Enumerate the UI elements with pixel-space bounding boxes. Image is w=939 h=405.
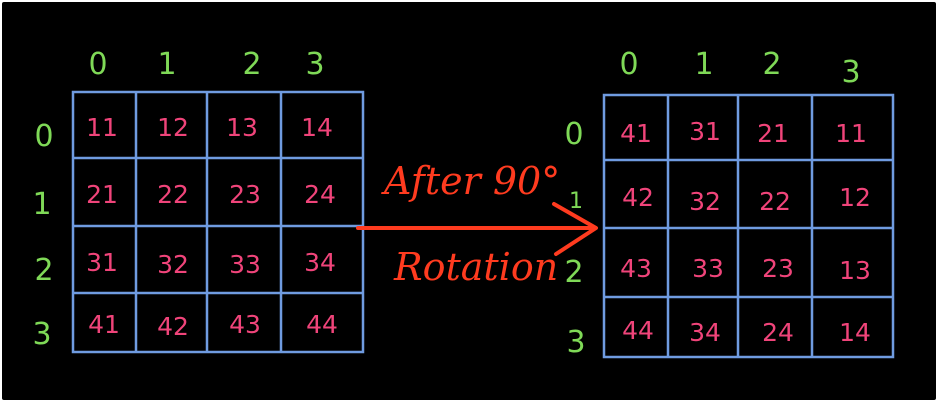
rotated-row-index: 1 xyxy=(569,189,583,214)
original-row-indices: 0 1 2 3 xyxy=(32,119,53,352)
original-col-index: 0 xyxy=(88,47,107,82)
matrix-rotation-diagram: 0 1 2 3 0 1 2 3 11 12 13 14 21 22 23 24 xyxy=(32,47,895,360)
rotated-row-index: 0 xyxy=(564,117,583,152)
rotated-cell: 42 xyxy=(622,183,654,212)
rotated-cell: 24 xyxy=(762,318,794,347)
original-cell: 11 xyxy=(86,113,118,142)
rotated-cell: 33 xyxy=(692,254,724,283)
original-cell: 41 xyxy=(88,310,120,339)
original-column-indices: 0 1 2 3 xyxy=(88,47,324,82)
original-grid-border xyxy=(71,90,365,354)
original-cell: 33 xyxy=(229,250,261,279)
rotated-cell: 14 xyxy=(839,318,871,347)
rotated-row-index: 3 xyxy=(566,325,585,360)
original-cell: 23 xyxy=(229,180,261,209)
blackboard-canvas: 0 1 2 3 0 1 2 3 11 12 13 14 21 22 23 24 xyxy=(2,2,936,400)
rotated-cell: 44 xyxy=(622,316,654,345)
original-cell: 21 xyxy=(86,180,118,209)
original-cell: 24 xyxy=(304,180,336,209)
rotated-cell: 31 xyxy=(689,117,721,146)
rotated-col-index: 0 xyxy=(619,47,638,82)
caption-line-2: Rotation xyxy=(393,245,558,289)
original-row-index: 0 xyxy=(34,119,53,154)
original-row-index: 3 xyxy=(32,317,51,352)
rotated-cell: 43 xyxy=(620,254,652,283)
original-grid xyxy=(71,90,365,354)
rotated-cell: 11 xyxy=(835,119,867,148)
arrow-right-icon xyxy=(356,202,598,256)
original-cell: 12 xyxy=(157,113,189,142)
rotated-cell: 22 xyxy=(759,187,791,216)
rotated-col-index: 1 xyxy=(694,47,713,82)
rotated-cell: 41 xyxy=(620,119,652,148)
rotated-row-index: 2 xyxy=(564,255,583,290)
original-col-index: 2 xyxy=(242,47,261,82)
original-col-index: 3 xyxy=(305,47,324,82)
original-col-index: 1 xyxy=(157,47,176,82)
original-matrix: 0 1 2 3 0 1 2 3 11 12 13 14 21 22 23 24 xyxy=(32,47,365,354)
original-cell: 42 xyxy=(157,312,189,341)
original-values: 11 12 13 14 21 22 23 24 31 32 33 34 41 4… xyxy=(86,113,338,341)
rotated-grid-border xyxy=(602,93,895,359)
rotated-cell: 32 xyxy=(689,187,721,216)
rotated-row-indices: 0 1 2 3 xyxy=(564,117,585,360)
rotated-cell: 12 xyxy=(839,183,871,212)
rotated-values: 41 31 21 11 42 32 22 12 43 33 23 13 44 3… xyxy=(620,117,871,347)
original-cell: 22 xyxy=(157,180,189,209)
rotated-matrix: 0 1 2 3 0 1 2 3 41 31 21 11 42 32 22 12 xyxy=(564,47,895,360)
original-row-index: 1 xyxy=(32,187,51,222)
original-row-index: 2 xyxy=(34,253,53,288)
rotated-cell: 34 xyxy=(689,318,721,347)
original-cell: 14 xyxy=(301,113,333,142)
rotated-cell: 21 xyxy=(757,119,789,148)
original-cell: 44 xyxy=(306,310,338,339)
original-cell: 32 xyxy=(157,250,189,279)
rotated-col-index: 3 xyxy=(841,55,860,90)
rotated-grid xyxy=(602,93,895,359)
rotated-cell: 13 xyxy=(839,256,871,285)
original-cell: 43 xyxy=(229,310,261,339)
original-cell: 31 xyxy=(86,248,118,277)
caption-line-1: After 90° xyxy=(381,159,560,203)
rotated-column-indices: 0 1 2 3 xyxy=(619,47,860,90)
rotated-cell: 23 xyxy=(762,254,794,283)
rotated-col-index: 2 xyxy=(762,47,781,82)
rotation-transition: After 90° Rotation xyxy=(356,159,598,289)
original-cell: 34 xyxy=(304,248,336,277)
original-cell: 13 xyxy=(226,113,258,142)
